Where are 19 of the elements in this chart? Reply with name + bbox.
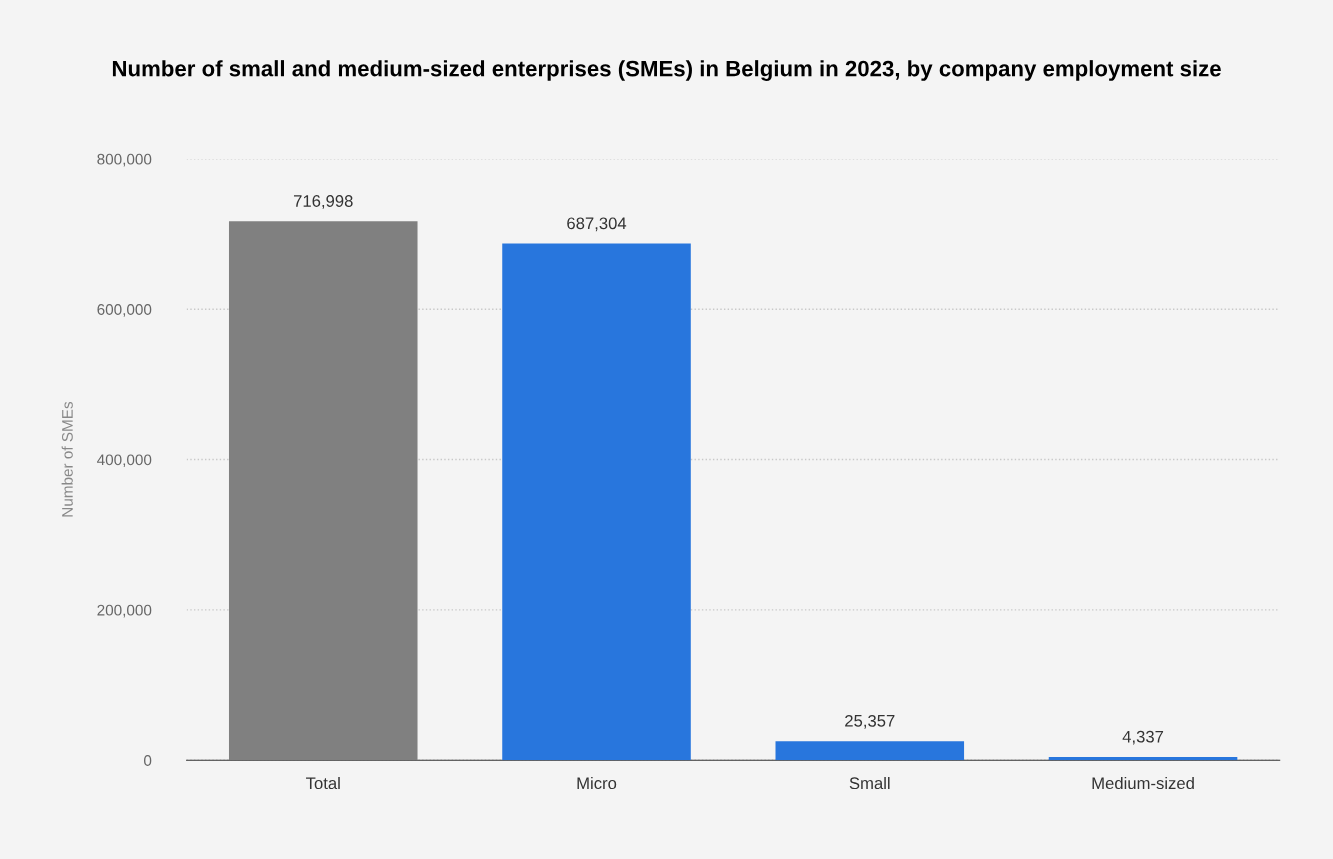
x-tick-label: Total <box>306 776 340 790</box>
bar <box>775 741 965 761</box>
x-tick-label: Medium-sized <box>1092 776 1194 790</box>
bar <box>502 243 691 761</box>
y-tick-label: 200,000 <box>97 604 152 618</box>
data-label: 4,337 <box>1122 730 1164 745</box>
y-tick-label: 800,000 <box>97 153 152 167</box>
x-tick-label: Small <box>849 776 890 790</box>
x-tick-label: Micro <box>577 776 617 790</box>
bar <box>228 221 418 761</box>
data-label: 716,998 <box>293 195 353 209</box>
data-label: 25,357 <box>845 714 895 729</box>
chart-title: Number of small and medium-sized enterprises (SMEs) in Belgium in 2023, by company employment size <box>112 60 1221 81</box>
y-tick-label: 400,000 <box>97 454 152 468</box>
y-tick-label: 0 <box>144 755 152 766</box>
y-axis-title: Number of SMEs <box>61 401 73 517</box>
y-tick-label: 600,000 <box>97 304 152 317</box>
bar <box>1048 756 1238 761</box>
data-label: 687,304 <box>567 217 627 232</box>
